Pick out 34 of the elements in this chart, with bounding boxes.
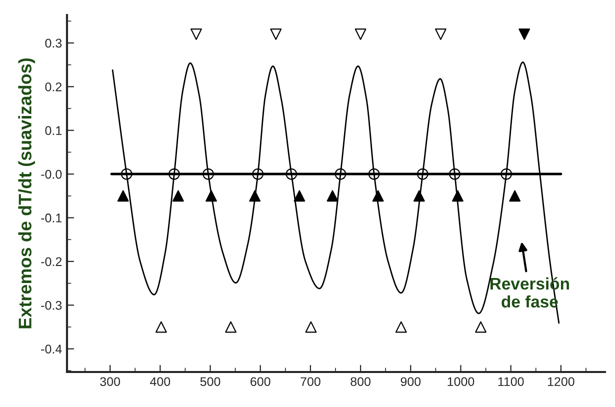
y-tick-label: -0.0 (41, 170, 62, 179)
point (475, 321, 486, 333)
x-tick-label: 600 (250, 377, 270, 386)
point (190, 28, 202, 40)
point (326, 190, 338, 202)
y-tick-label: -0.4 (41, 344, 62, 354)
y-tick-label: 0.2 (45, 82, 62, 92)
y-tick-label: -0.3 (41, 300, 62, 310)
x-tick-label: 500 (200, 377, 220, 386)
point (305, 321, 317, 333)
x-tick-label: 1100 (498, 377, 524, 386)
x-tick-label: 700 (300, 377, 320, 386)
y-axis-title: Extremos de dT/dt (suavizados) (18, 58, 36, 328)
y-tick-label: -0.1 (41, 214, 62, 222)
point (294, 190, 306, 202)
point (518, 28, 530, 40)
y-tick-label: -0.2 (41, 257, 62, 266)
point (434, 28, 446, 40)
x-tick-label: 1200 (548, 377, 574, 386)
point (395, 321, 407, 333)
point (509, 190, 521, 202)
x-tick-label: 400 (150, 377, 170, 386)
point (155, 321, 167, 333)
y-tick-label: 0.3 (45, 38, 62, 48)
x-tick-label: 800 (350, 377, 370, 386)
point (225, 321, 237, 333)
x-tick-label: 300 (100, 377, 120, 386)
point (172, 190, 184, 202)
point (270, 28, 282, 40)
point (354, 28, 366, 40)
x-tick-label: 1000 (448, 377, 474, 386)
x-tick-label: 900 (400, 377, 421, 386)
y-tick-label: 0.1 (45, 126, 62, 136)
point (117, 190, 129, 202)
